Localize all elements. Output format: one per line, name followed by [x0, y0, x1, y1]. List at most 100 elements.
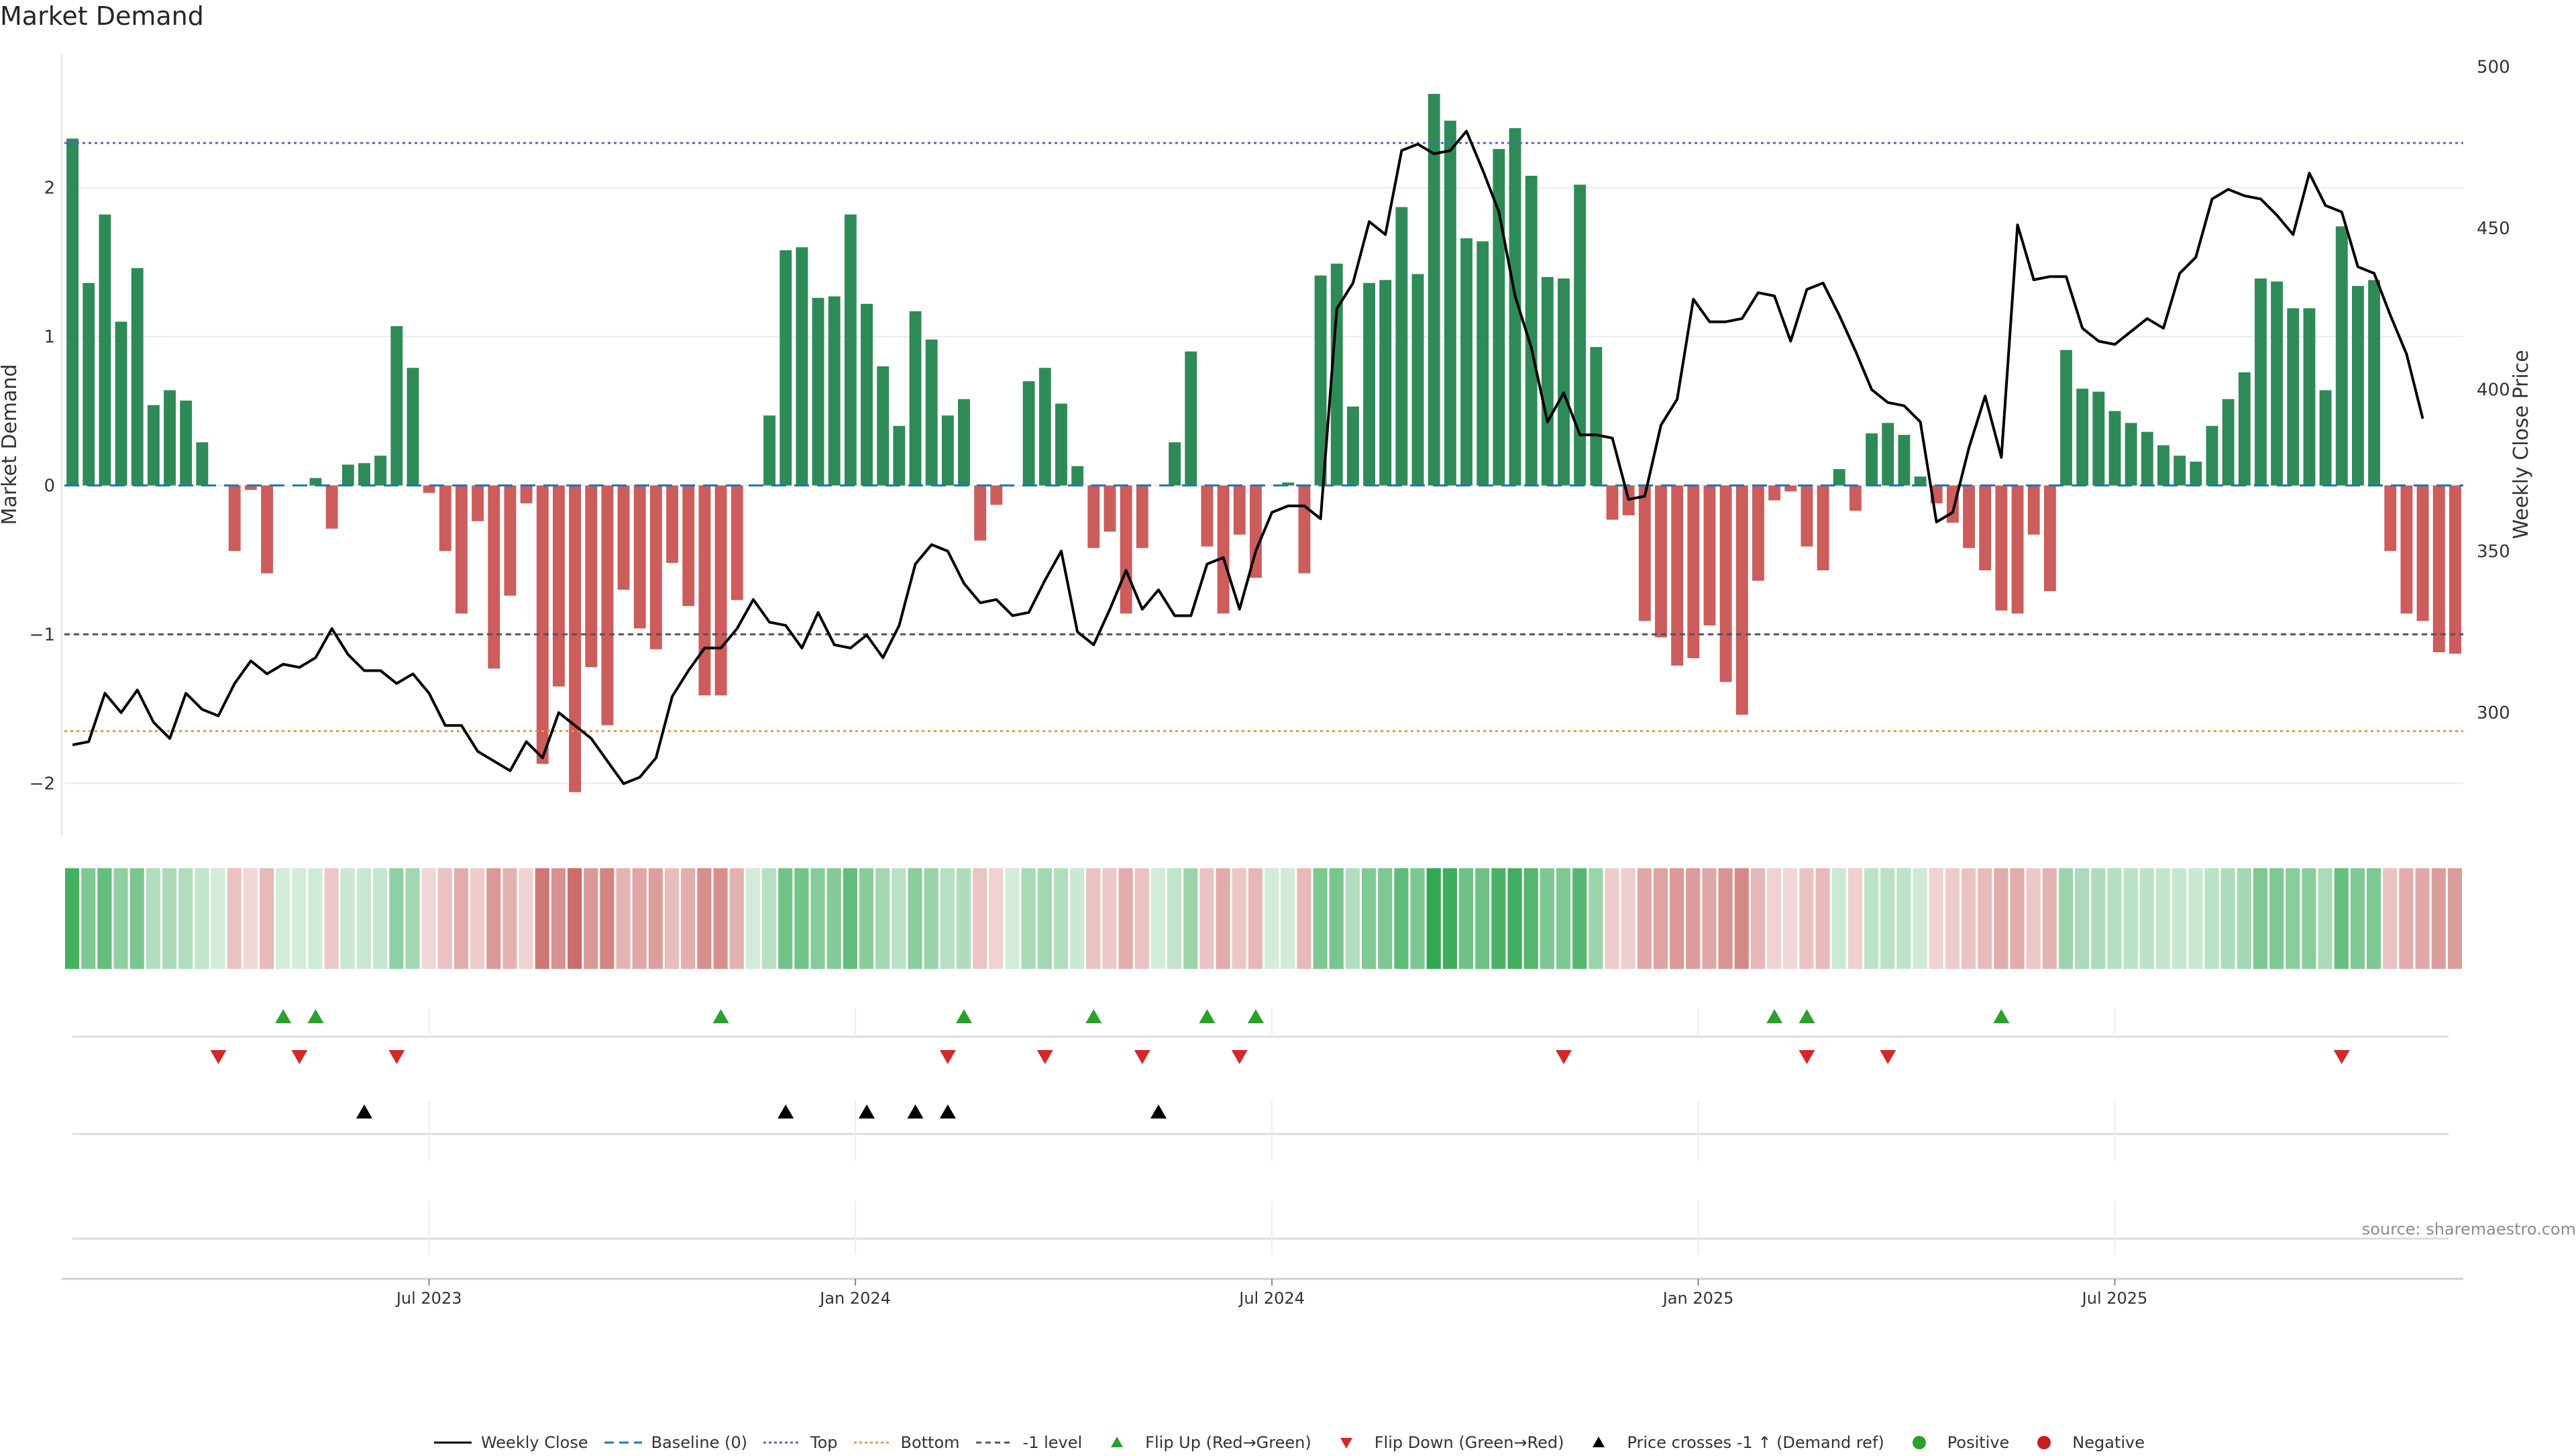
demand-bar-positive — [1477, 241, 1489, 486]
heat-strip-cell — [1361, 868, 1377, 969]
heat-strip-cell — [924, 868, 938, 969]
heat-strip-cell — [1589, 868, 1603, 969]
flip-down-marker — [939, 1050, 956, 1064]
demand-bar-positive — [2190, 462, 2202, 486]
circle-icon — [2037, 1436, 2051, 1449]
demand-bar-positive — [1882, 423, 1894, 486]
demand-bar-positive — [1509, 127, 1521, 486]
heat-strip-cell — [373, 868, 388, 969]
heat-strip-cell — [2058, 868, 2074, 969]
price-cross-marker — [859, 1104, 875, 1119]
heat-strip-cell — [324, 868, 339, 969]
bars-layer — [66, 93, 2461, 792]
price-layer — [72, 129, 2424, 785]
demand-bar-positive — [1914, 476, 1927, 486]
y-right-tick-label: 400 — [2477, 380, 2510, 401]
heat-strip-cell — [195, 868, 209, 969]
demand-bar-negative — [1995, 485, 2008, 611]
demand-bar-negative — [1249, 485, 1262, 578]
demand-bar-positive — [2287, 308, 2300, 486]
demand-bar-negative — [698, 485, 711, 696]
y-left-tick-label: 2 — [44, 178, 55, 199]
heat-strip-cell — [1199, 868, 1214, 969]
demand-bar-positive — [2092, 391, 2105, 486]
demand-bar-negative — [1655, 485, 1667, 637]
demand-bar-positive — [861, 303, 873, 486]
demand-bar-negative — [1104, 485, 1116, 532]
y-right-tick-label: 500 — [2477, 57, 2510, 77]
demand-bar-positive — [909, 311, 922, 486]
flip-down-marker — [1880, 1050, 1896, 1064]
heat-strip-cell — [1929, 868, 1943, 969]
heat-strip-cell — [729, 868, 744, 969]
demand-bar-negative — [2384, 485, 2397, 552]
legend-label: Bottom — [900, 1433, 960, 1452]
heat-strip-cell — [632, 868, 647, 969]
demand-bar-negative — [2043, 485, 2056, 592]
legend-label: Flip Down (Green→Red) — [1374, 1433, 1564, 1452]
demand-bar-positive — [2141, 431, 2153, 486]
x-tick-label: Jul 2025 — [2081, 1289, 2148, 1308]
demand-bar-positive — [763, 415, 775, 486]
legend-label: -1 level — [1022, 1433, 1083, 1452]
y-right-axis-title: Weekly Close Price — [2510, 350, 2533, 539]
heat-strip-cell — [551, 868, 566, 969]
demand-bar-positive — [164, 390, 176, 486]
demand-bar-positive — [1866, 433, 1878, 486]
legend-item-baseline: Baseline (0) — [602, 1433, 747, 1453]
demand-bar-positive — [1460, 238, 1472, 486]
heat-strip-cell — [1945, 868, 1960, 969]
heat-strip-cell — [1118, 868, 1133, 969]
heat-strip-cell — [340, 868, 355, 969]
heat-strip-cell — [453, 868, 469, 969]
price-cross-marker — [907, 1104, 924, 1119]
heat-strip-cell — [1734, 868, 1749, 969]
heat-strip-cell — [648, 868, 663, 969]
demand-bar-positive — [115, 321, 127, 486]
demand-bar-negative — [504, 485, 517, 596]
demand-bar-negative — [1735, 485, 1748, 715]
heat-strip-cell — [908, 868, 922, 969]
heat-strip-cell — [486, 868, 501, 969]
demand-bar-positive — [2174, 456, 2186, 486]
y-left-tick-label: −1 — [30, 625, 55, 645]
demand-bar-negative — [1120, 485, 1132, 614]
demand-bar-positive — [358, 463, 370, 486]
heat-strip-cell — [2253, 868, 2268, 969]
heat-strip-cell — [2318, 868, 2332, 969]
demand-bar-positive — [2303, 308, 2316, 486]
demand-bar-negative — [228, 485, 241, 552]
flip-up-marker — [1766, 1009, 1783, 1023]
demand-bar-negative — [1087, 485, 1100, 548]
demand-bar-negative — [1233, 485, 1246, 535]
heat-strip-cell — [1637, 868, 1652, 969]
demand-bar-negative — [731, 485, 743, 601]
heat-strip-cell — [665, 868, 680, 969]
heat-strip-cell — [1378, 868, 1393, 969]
heat-strip-cell — [2204, 868, 2219, 969]
heat-strip-cell — [875, 868, 890, 969]
demand-bar-negative — [2432, 485, 2445, 653]
heat-strip-cell — [1670, 868, 1684, 969]
demand-bar-negative — [439, 485, 451, 552]
heat-strip-cell — [81, 868, 96, 969]
heat-strip-cell — [2286, 868, 2300, 969]
heat-strip-cell — [1961, 868, 1976, 969]
legend-item-bottom: Bottom — [851, 1433, 960, 1453]
x-tick-label: Jul 2024 — [1238, 1289, 1305, 1308]
demand-bar-positive — [780, 250, 792, 486]
heat-strip-cell — [1605, 868, 1619, 969]
demand-bar-positive — [2108, 411, 2121, 486]
heat-strip-cell — [2447, 868, 2462, 969]
heat-strip-cell — [1540, 868, 1554, 969]
heat-strip-cell — [1410, 868, 1425, 969]
heat-strip-cell — [356, 868, 372, 969]
flip-up-marker — [1247, 1009, 1264, 1023]
demand-bar-positive — [147, 405, 160, 486]
heat-strip-cell — [810, 868, 825, 969]
y-left-tick-label: 1 — [44, 327, 55, 348]
heat-strip-cell — [2237, 868, 2251, 969]
y-left-tick-label: 0 — [44, 476, 55, 497]
demand-bar-positive — [1833, 469, 1845, 486]
heat-strip-cell — [973, 868, 987, 969]
